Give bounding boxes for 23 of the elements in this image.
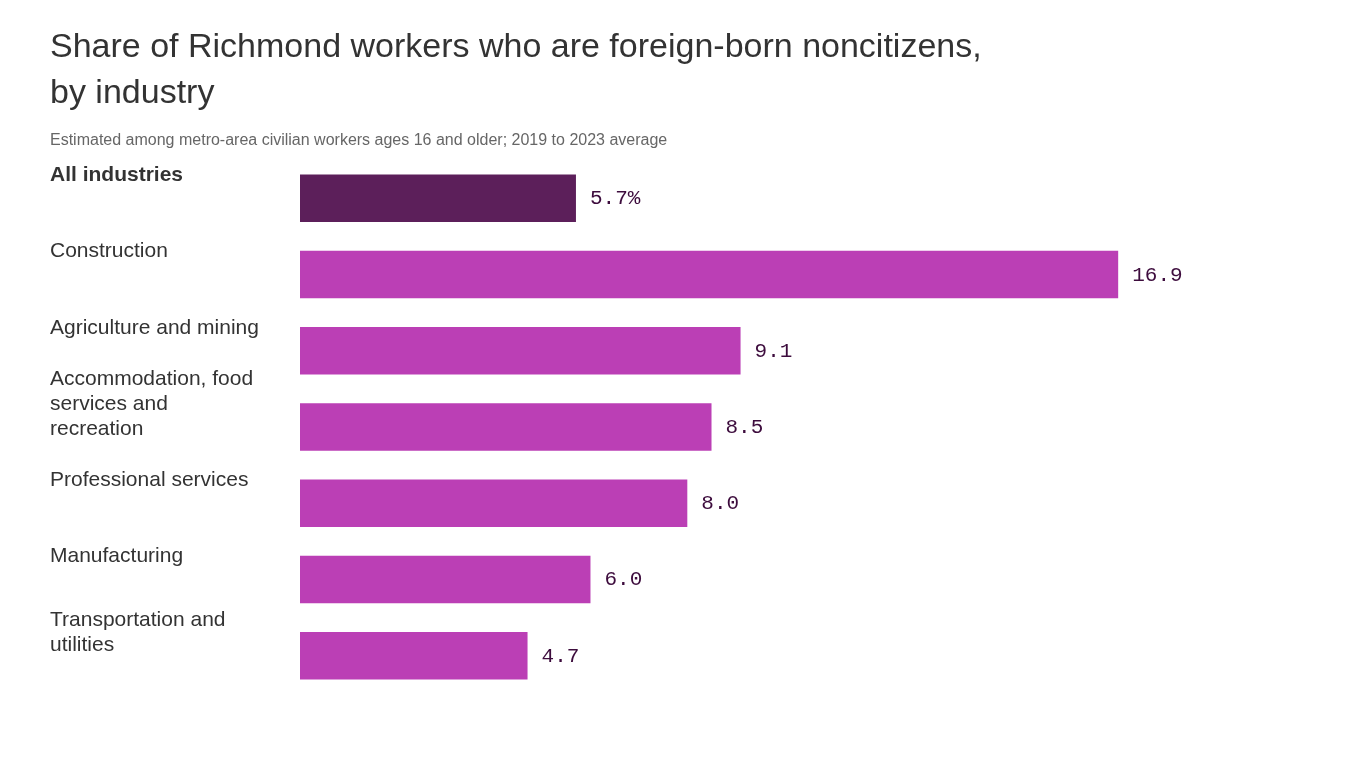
bar	[300, 555, 591, 604]
data-label: 4.7	[541, 644, 580, 668]
data-label: 9.1	[754, 339, 793, 363]
data-label: 5.7%	[589, 187, 641, 211]
y-tick-label: Manufacturing	[50, 543, 184, 567]
data-label: 16.9	[1132, 263, 1183, 287]
bar	[300, 403, 712, 451]
bar	[300, 479, 688, 527]
bar	[300, 174, 576, 222]
y-tick-label: Professional services	[50, 467, 249, 491]
chart-title: Share of Richmond workers who are foreign-born noncitizens, by industry	[50, 26, 982, 111]
y-tick-label: Agriculture and mining	[50, 314, 259, 338]
bar	[300, 250, 1119, 299]
y-tick-label: All industries	[50, 162, 184, 186]
chart-subtitle: Estimated among metro-area civilian workers ages 16 and older; 2019 to 2023 average	[50, 131, 668, 149]
y-tick-label: Accommodation, food services and recreation	[50, 365, 254, 439]
y-tick-label: Construction	[50, 238, 168, 262]
data-label: 6.0	[604, 568, 643, 592]
y-tick-label: Transportation and utilities	[50, 607, 226, 656]
bar	[300, 327, 741, 375]
data-label: 8.0	[701, 492, 740, 516]
data-label: 8.5	[725, 416, 764, 439]
bar	[300, 632, 528, 680]
